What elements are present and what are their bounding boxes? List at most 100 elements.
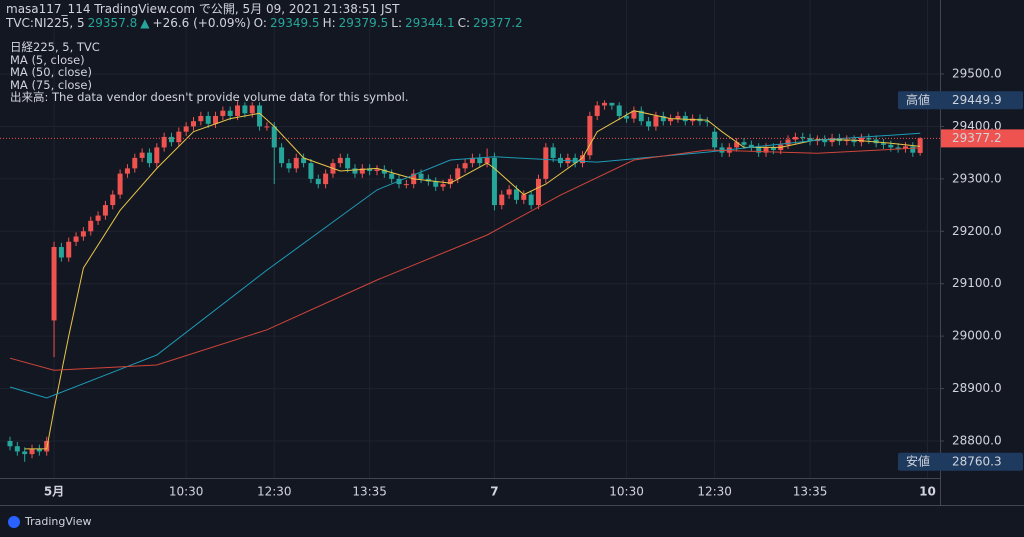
x-tick-label: 5月 bbox=[44, 485, 64, 499]
x-tick-label: 13:35 bbox=[352, 485, 387, 499]
candle-body bbox=[14, 446, 20, 452]
y-tick-label: 29100.0 bbox=[952, 276, 1002, 290]
ma-line bbox=[9, 132, 921, 399]
candle-body bbox=[910, 146, 916, 153]
header-segment: O: bbox=[253, 16, 267, 30]
header-line1: masa117_114 TradingView.com で公開, 5月 09, … bbox=[6, 2, 400, 16]
candle-body bbox=[7, 440, 13, 447]
candle-body bbox=[741, 142, 747, 145]
candle-body bbox=[682, 115, 688, 122]
candle-body bbox=[822, 139, 828, 143]
candle-body bbox=[858, 137, 864, 143]
candle-body bbox=[301, 157, 307, 164]
candle-body bbox=[124, 168, 130, 174]
header: masa117_114 TradingView.com で公開, 5月 09, … bbox=[6, 2, 526, 30]
candle-body bbox=[851, 139, 857, 143]
candle-body bbox=[616, 105, 622, 116]
candle-body bbox=[513, 189, 519, 200]
candle-body bbox=[117, 173, 123, 195]
header-segment: 29344.1 bbox=[405, 16, 455, 30]
candle-body bbox=[917, 138, 923, 153]
candle-body bbox=[484, 157, 490, 164]
header-segment: ▲ bbox=[140, 16, 150, 30]
candle-body bbox=[161, 136, 167, 148]
candle-body bbox=[242, 105, 248, 114]
candle-body bbox=[528, 194, 534, 206]
header-segment: C: bbox=[457, 16, 471, 30]
header-segment: TVC:NI225, 5 bbox=[6, 16, 85, 30]
candle-body bbox=[132, 157, 138, 169]
candle-body bbox=[807, 137, 813, 142]
candle-body bbox=[866, 137, 872, 140]
candle-body bbox=[249, 105, 255, 114]
y-tick-label: 29300.0 bbox=[952, 171, 1002, 185]
candle-body bbox=[315, 178, 321, 185]
candle-body bbox=[323, 173, 329, 185]
candle-body bbox=[880, 143, 886, 145]
x-tick-label: 10 bbox=[919, 485, 936, 499]
candle-body bbox=[205, 115, 211, 124]
candle-body bbox=[235, 105, 241, 116]
candle-body bbox=[220, 110, 226, 116]
x-tick-label: 7 bbox=[490, 485, 498, 499]
legend: 日経225, 5, TVC MA (5, close) MA (50, close)… bbox=[10, 41, 409, 104]
candle-body bbox=[345, 157, 351, 169]
candle-body bbox=[88, 220, 94, 232]
price-label-value: 28760.3 bbox=[952, 454, 1002, 468]
candle-body bbox=[440, 184, 446, 187]
candle-body bbox=[756, 147, 762, 153]
candle-body bbox=[198, 115, 204, 122]
candle-body bbox=[638, 110, 644, 122]
y-tick-label: 28800.0 bbox=[952, 433, 1002, 447]
candle-body bbox=[352, 168, 358, 174]
candle-body bbox=[631, 110, 637, 119]
candle-body bbox=[293, 157, 299, 169]
candle-body bbox=[888, 144, 894, 148]
candle-body bbox=[389, 173, 395, 179]
candle-body bbox=[22, 451, 28, 455]
candle-body bbox=[183, 126, 189, 132]
candle-body bbox=[748, 144, 754, 148]
candle-body bbox=[770, 147, 776, 151]
y-tick-label: 29200.0 bbox=[952, 224, 1002, 238]
candle-body bbox=[624, 115, 630, 119]
candle-body bbox=[176, 131, 182, 143]
candle-body bbox=[785, 139, 791, 145]
candle-body bbox=[66, 241, 72, 258]
x-tick-label: 12:30 bbox=[257, 485, 292, 499]
candle-body bbox=[308, 163, 314, 179]
candle-body bbox=[102, 205, 108, 216]
candle-body bbox=[704, 121, 710, 123]
header-segment: +26.6 (+0.09%) bbox=[152, 16, 251, 30]
brand-logo: TradingView bbox=[8, 515, 91, 528]
candle-body bbox=[660, 115, 666, 122]
legend-entry: MA (75, close) bbox=[10, 77, 92, 92]
candle-body bbox=[337, 157, 343, 164]
candle-body bbox=[447, 178, 453, 185]
price-label-box bbox=[898, 91, 1023, 110]
candle-body bbox=[418, 173, 424, 179]
candle-body bbox=[58, 247, 64, 258]
candle-body bbox=[646, 121, 652, 127]
x-tick-label: 12:30 bbox=[697, 485, 732, 499]
candle-body bbox=[477, 157, 483, 164]
candle-body bbox=[580, 155, 586, 164]
price-label-name: 高値 bbox=[906, 92, 930, 107]
candle-body bbox=[455, 168, 461, 179]
header-segment: 29379.5 bbox=[338, 16, 389, 30]
legend-entry: MA (5, close) bbox=[10, 52, 85, 67]
y-tick-label: 29500.0 bbox=[952, 67, 1002, 81]
header-segment: 29377.2 bbox=[473, 16, 523, 30]
candle-body bbox=[668, 118, 674, 122]
candle-body bbox=[902, 146, 908, 149]
candle-body bbox=[213, 115, 219, 124]
candle-body bbox=[873, 139, 879, 144]
candle-body bbox=[227, 110, 233, 116]
candle-body bbox=[550, 147, 556, 158]
candle-body bbox=[653, 115, 659, 127]
header-segment: L: bbox=[391, 16, 402, 30]
y-tick-label: 29000.0 bbox=[952, 329, 1002, 343]
price-label-box bbox=[898, 452, 1023, 471]
legend-entry: 出来高: The data vendor doesn't provide vol… bbox=[10, 90, 409, 105]
